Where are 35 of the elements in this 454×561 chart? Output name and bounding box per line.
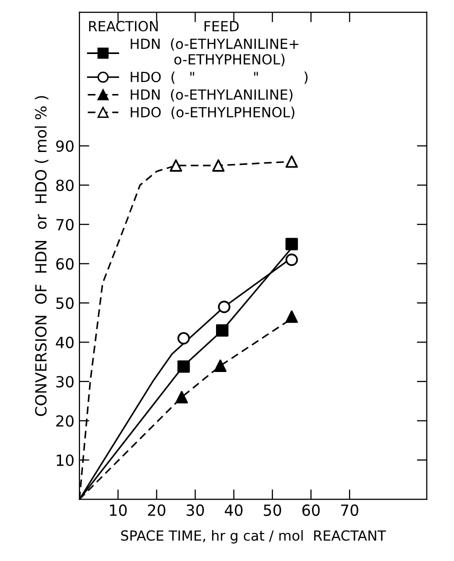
y-tick-label: 80 xyxy=(56,180,74,192)
x-tick-label: 70 xyxy=(341,504,358,516)
y-tick-label: 20 xyxy=(56,415,74,427)
x-tick-label: 60 xyxy=(302,504,320,516)
y-tick-label: 10 xyxy=(56,454,74,466)
y-tick-label: 40 xyxy=(56,336,74,348)
point xyxy=(170,159,182,172)
point xyxy=(212,159,225,172)
point xyxy=(285,254,298,266)
legend-label: HDO (o-ETHYLPHENOL) xyxy=(130,106,294,120)
y-tick-label: 90 xyxy=(56,140,74,152)
legend-title: REACTION FEED xyxy=(89,20,239,32)
point xyxy=(218,300,230,314)
point xyxy=(285,310,298,323)
y-tick-label: 30 xyxy=(56,376,74,388)
point xyxy=(177,332,190,344)
point xyxy=(214,360,227,372)
point xyxy=(177,360,190,373)
point xyxy=(216,324,228,337)
y-tick-label: 70 xyxy=(56,218,74,230)
y-axis-title: CONVERSION OF HDN or HDO ( mol % ) xyxy=(34,96,48,416)
point xyxy=(285,155,298,168)
x-tick-label: 20 xyxy=(148,504,166,516)
x-tick-label: 40 xyxy=(224,504,243,516)
legend-label: HDO ( " " ) xyxy=(130,71,308,84)
point xyxy=(285,238,298,250)
y-tick-label: 50 xyxy=(56,297,74,309)
x-tick-label: 10 xyxy=(110,504,127,516)
legend-label: HDN (o-ETHYLANILINE+ o-ETHYPHENOL) xyxy=(130,38,298,66)
point xyxy=(176,390,188,404)
x-tick-label: 30 xyxy=(186,504,204,516)
legend-label: HDN (o-ETHYLANILINE) xyxy=(130,89,292,102)
x-axis-title: SPACE TIME, hr g cat / mol REACTANT xyxy=(121,530,386,544)
y-tick-label: 60 xyxy=(56,258,74,270)
x-tick-label: 50 xyxy=(264,504,282,516)
